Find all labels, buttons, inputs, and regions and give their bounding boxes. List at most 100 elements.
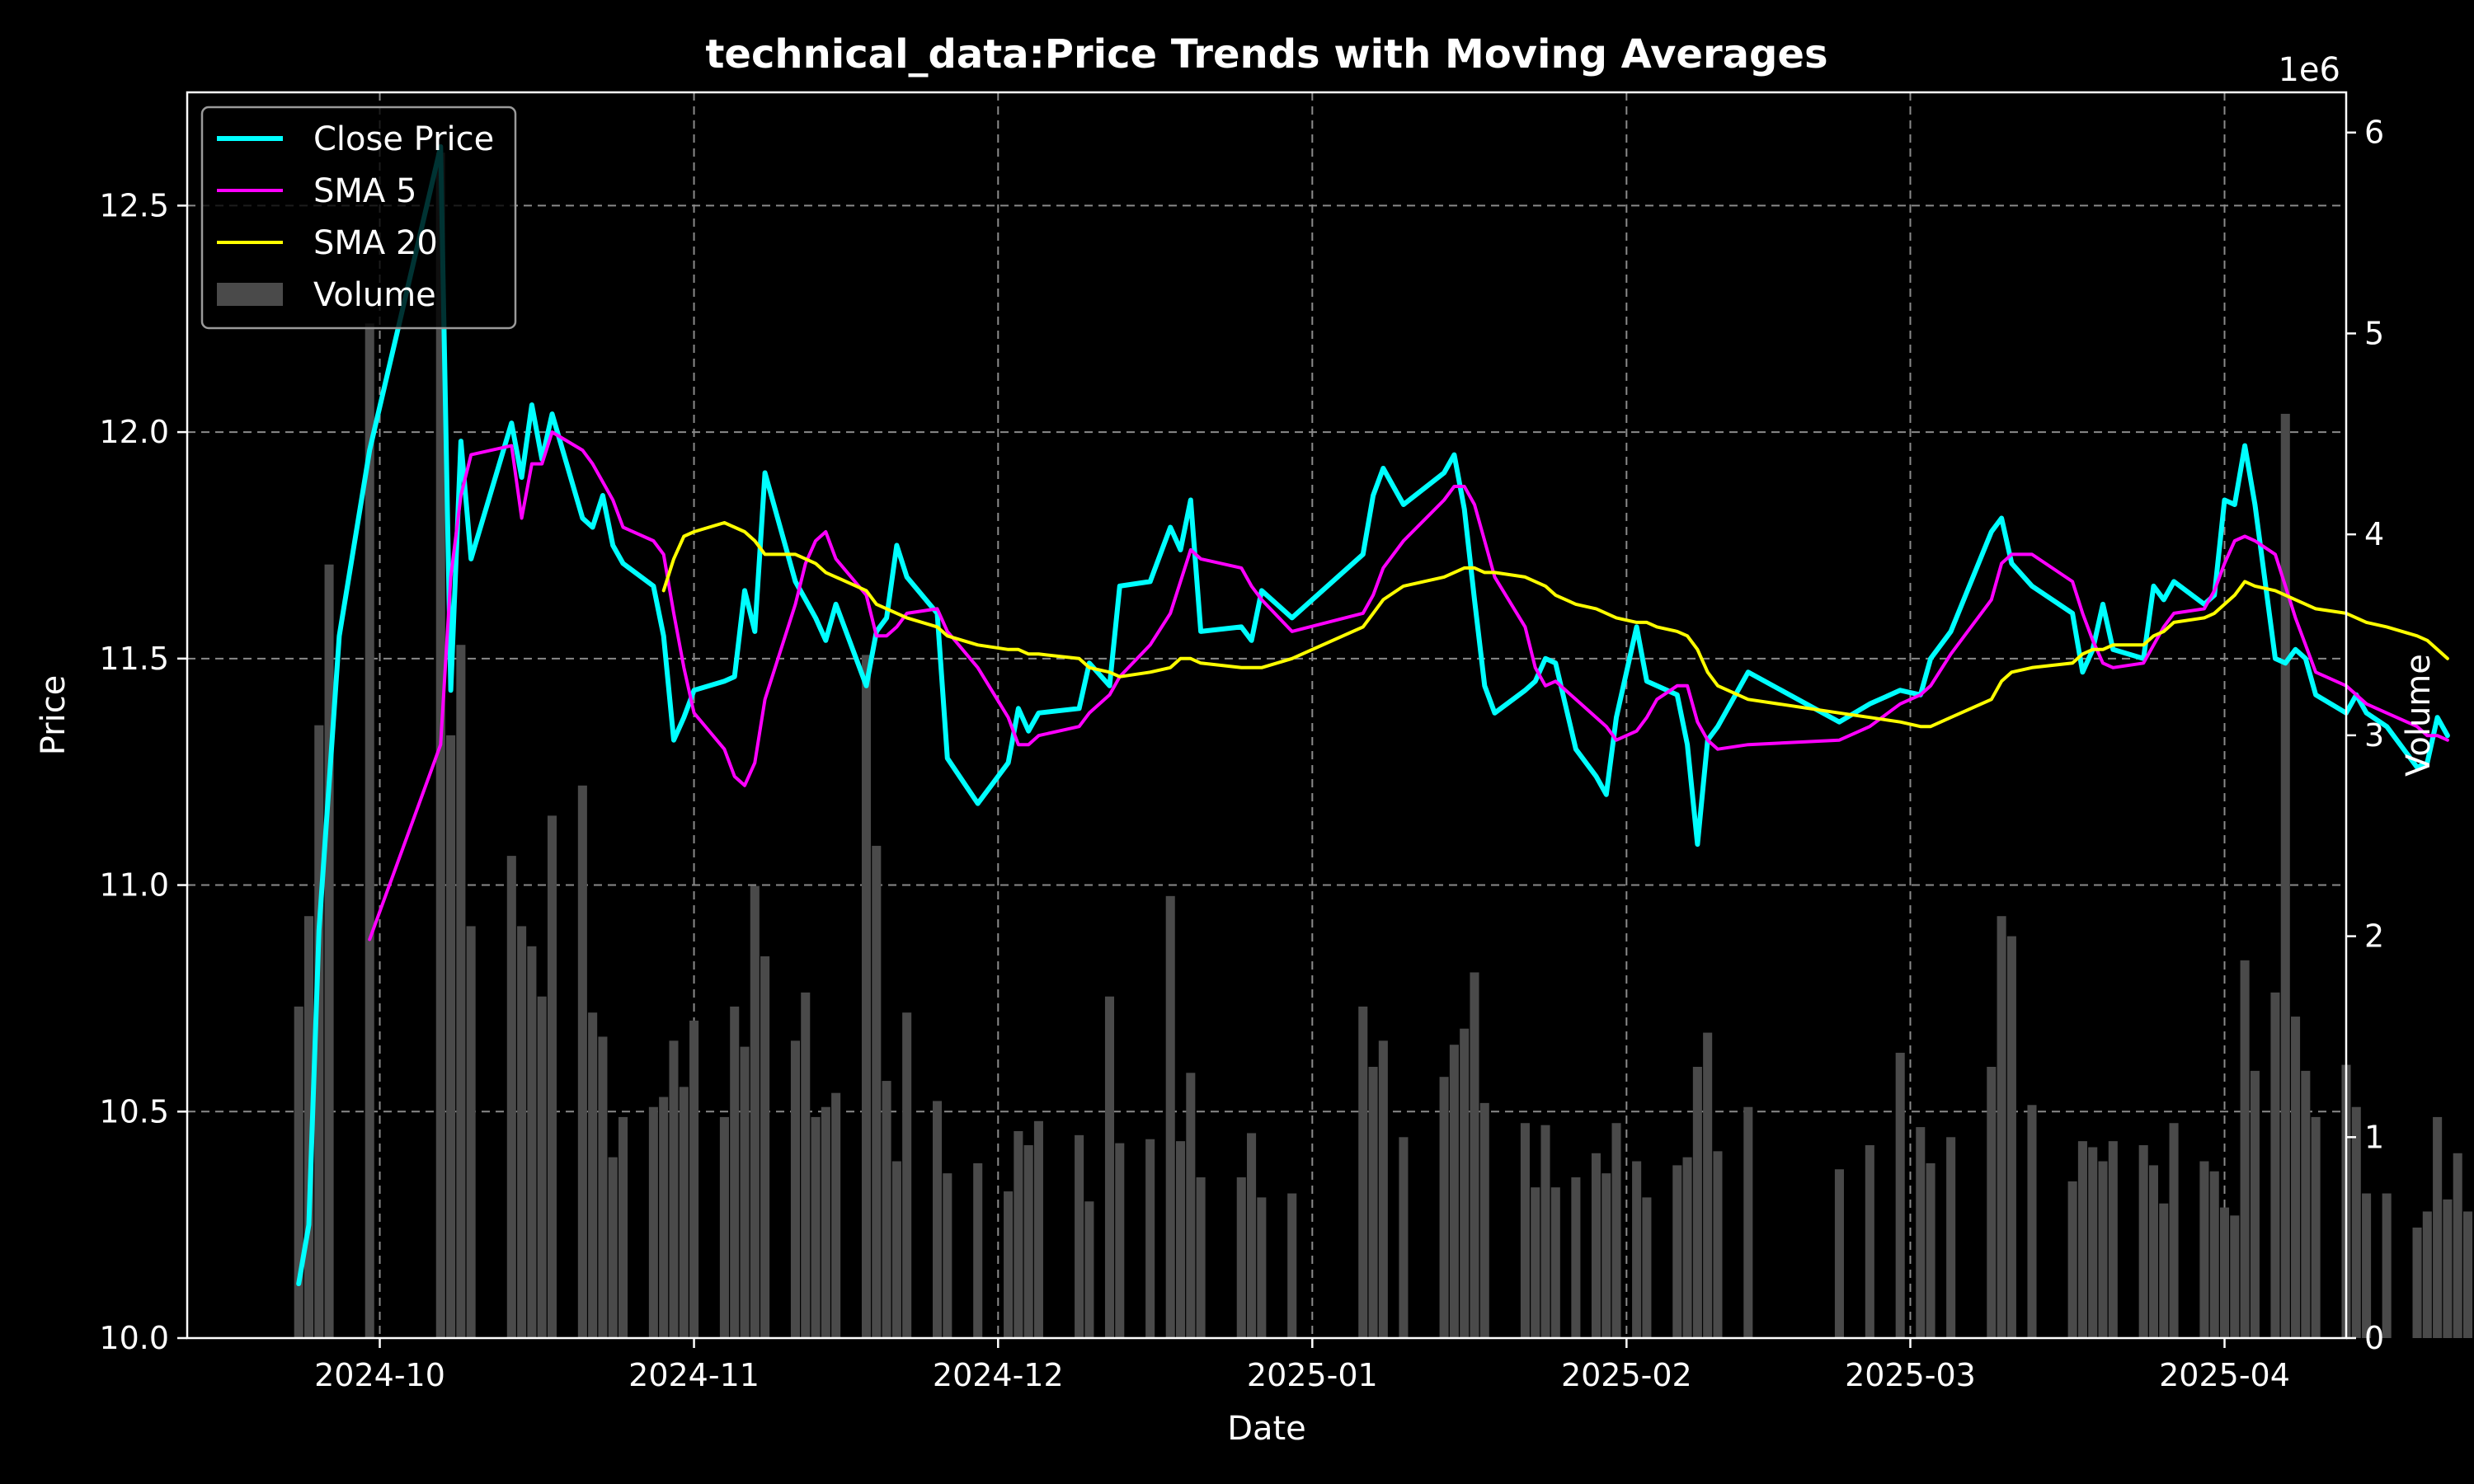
volume-bar: [2219, 1207, 2230, 1338]
price-lines: [296, 143, 2450, 1287]
volume-bar: [1145, 1139, 1155, 1338]
volume-bar: [1642, 1197, 1652, 1338]
volume-bar: [1023, 1145, 1033, 1338]
x-tick-label: 2024-10: [314, 1357, 445, 1393]
volume-bar: [1632, 1161, 1642, 1338]
volume-bar: [872, 845, 882, 1338]
volume-bar: [456, 645, 466, 1338]
volume-bar: [861, 655, 872, 1338]
volume-bar: [801, 992, 811, 1338]
volume-bar: [1550, 1187, 1560, 1338]
volume-bar: [2453, 1153, 2462, 1338]
volume-bar: [2433, 1116, 2443, 1338]
volume-bar: [1460, 1028, 1470, 1338]
y-tick-label: 10.5: [99, 1093, 169, 1129]
volume-bar: [648, 1106, 658, 1338]
volume-bar: [943, 1173, 952, 1338]
volume-bar: [1865, 1145, 1874, 1338]
volume-bar: [740, 1046, 750, 1338]
legend-label: SMA 20: [313, 224, 438, 262]
volume-bar: [1368, 1066, 1378, 1338]
y-tick-label: 11.5: [99, 641, 169, 677]
volume-bar: [2199, 1161, 2209, 1338]
volume-bar: [1358, 1006, 1368, 1338]
volume-bar: [2412, 1227, 2422, 1338]
volume-bar: [1004, 1191, 1014, 1338]
y2-axis-title: Volume: [2400, 654, 2438, 777]
volume-bar: [659, 1097, 669, 1338]
volume-bar: [1571, 1177, 1581, 1338]
volume-bar: [365, 323, 374, 1339]
volume-bar: [1287, 1193, 1297, 1338]
volume-bar: [1115, 1143, 1125, 1338]
volume-bar: [2462, 1211, 2473, 1338]
volume-bar: [527, 946, 537, 1338]
legend-label: Close Price: [313, 120, 494, 158]
volume-bar: [1591, 1153, 1601, 1338]
legend-label: SMA 5: [313, 172, 416, 210]
legend: Close Price SMA 5 SMA 20 Volume: [200, 106, 517, 330]
volume-bar: [2006, 936, 2016, 1338]
volume-bar: [1692, 1066, 1702, 1338]
volume-bar: [314, 725, 324, 1338]
volume-bar: [1399, 1137, 1409, 1338]
volume-bar: [547, 815, 557, 1338]
volume-bar: [1520, 1123, 1530, 1338]
volume-bar: [2443, 1199, 2453, 1338]
volume-bar: [1916, 1127, 1926, 1338]
volume-bar: [1257, 1197, 1267, 1338]
volume-bar: [1075, 1134, 1084, 1338]
volume-bar: [1540, 1125, 1550, 1338]
volume-bar: [2138, 1145, 2148, 1338]
volume-bar: [598, 1036, 608, 1338]
volume-bar: [2159, 1203, 2169, 1338]
volume-bar: [1175, 1141, 1186, 1338]
grid: [187, 92, 2346, 1339]
close-price-line: [296, 143, 2450, 1287]
volume-bar: [790, 1040, 800, 1338]
volume-bar: [973, 1162, 983, 1338]
volume-bar: [1997, 916, 2006, 1338]
volume-bar: [2291, 1017, 2301, 1338]
volume-bar: [2169, 1123, 2179, 1338]
chart-title: technical_data:Price Trends with Moving …: [705, 31, 1827, 77]
volume-bar: [2362, 1193, 2372, 1338]
volume-bar: [2088, 1147, 2098, 1338]
volume-bar: [1470, 972, 1479, 1338]
volume-bar: [2067, 1181, 2077, 1338]
volume-bar: [1449, 1045, 1459, 1338]
volume-bar: [1479, 1102, 1489, 1338]
sma5-line: [368, 430, 2449, 942]
volume-bar: [2301, 1070, 2311, 1338]
volume-bar: [689, 1020, 699, 1338]
axes: 2024-10 2024-11 2024-12 2025-01 2025-02 2025-…: [99, 115, 2384, 1393]
volume-bar: [1014, 1130, 1023, 1338]
volume-bar: [1926, 1162, 1935, 1338]
volume-bar: [1672, 1165, 1682, 1338]
volume-bar: [1033, 1120, 1043, 1338]
y2-tick-label: 4: [2364, 516, 2384, 552]
volume-bar: [294, 1006, 303, 1338]
volume-bar: [1084, 1201, 1094, 1338]
volume-bar: [577, 785, 587, 1338]
volume-bar: [1196, 1177, 1206, 1338]
volume-bar: [1186, 1073, 1196, 1338]
volume-bar: [2148, 1165, 2159, 1338]
volume-bar: [2098, 1161, 2108, 1338]
volume-bar: [2077, 1141, 2087, 1338]
volume-bar: [1439, 1077, 1449, 1338]
volume-bar: [1682, 1157, 1692, 1338]
x-tick-label: 2025-01: [1247, 1357, 1378, 1393]
x-tick-label: 2025-03: [1845, 1357, 1976, 1393]
volume-bar: [891, 1161, 901, 1338]
volume-bar: [618, 1116, 628, 1338]
y-tick-label: 10.0: [99, 1320, 169, 1356]
volume-bar: [537, 996, 547, 1338]
volume-bar: [2280, 413, 2290, 1338]
volume-bar: [1165, 895, 1175, 1338]
y2-tick-label: 5: [2364, 315, 2384, 351]
volume-bar: [2108, 1141, 2118, 1338]
legend-volume-swatch: [217, 283, 283, 306]
volume-bar: [811, 1116, 821, 1338]
